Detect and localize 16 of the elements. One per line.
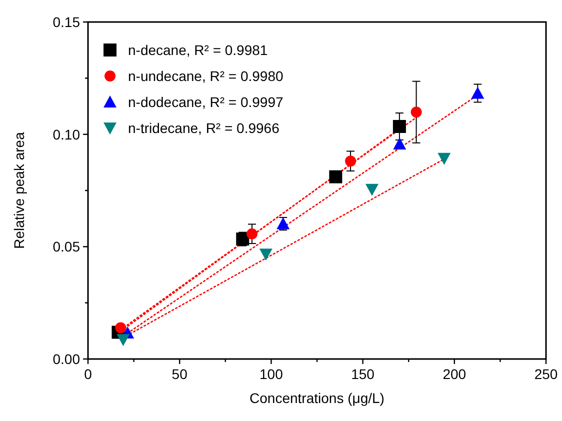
x-tick-label: 250 bbox=[534, 366, 558, 382]
y-tick-label: 0.15 bbox=[52, 14, 80, 30]
y-tick-label: 0.00 bbox=[52, 351, 80, 367]
legend-label: n-decane, R² = 0.9981 bbox=[128, 42, 268, 58]
y-axis-title: Relative peak area bbox=[11, 132, 27, 249]
legend-label: n-tridecane, R² = 0.9966 bbox=[128, 120, 280, 136]
x-tick-label: 150 bbox=[351, 366, 375, 382]
y-tick-label: 0.05 bbox=[52, 238, 80, 255]
y-tick-label: 0.10 bbox=[52, 126, 80, 142]
x-axis-title: Concentrations (μg/L) bbox=[250, 390, 384, 406]
x-tick-label: 0 bbox=[84, 366, 92, 382]
legend-label: n-dodecane, R² = 0.9997 bbox=[128, 94, 284, 110]
x-tick-label: 50 bbox=[172, 366, 188, 382]
legend-label: n-undecane, R² = 0.9980 bbox=[128, 68, 284, 84]
x-tick-label: 200 bbox=[442, 366, 466, 382]
x-tick-label: 100 bbox=[260, 366, 284, 382]
